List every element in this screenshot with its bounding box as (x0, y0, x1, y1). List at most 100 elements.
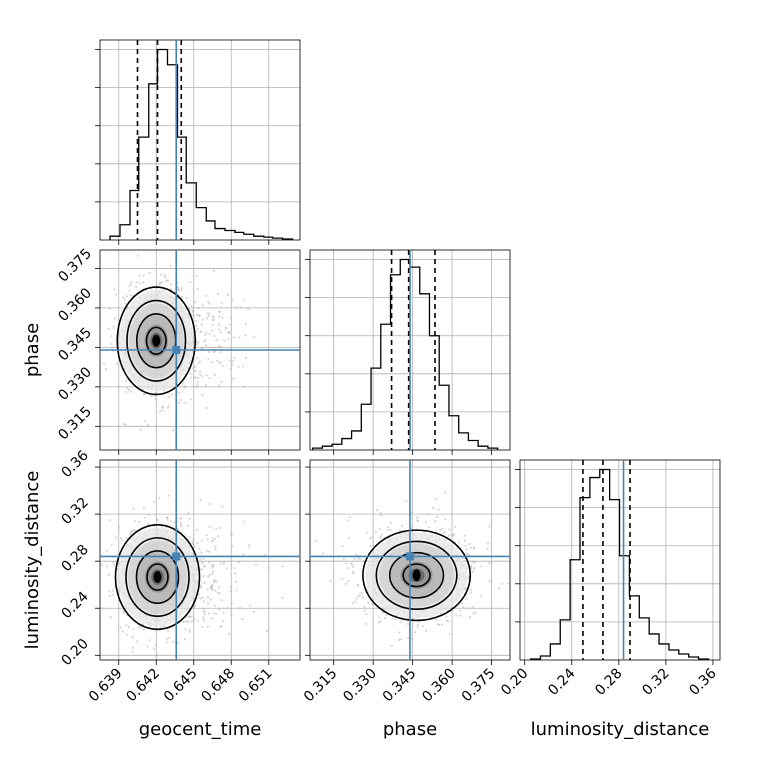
scatter-point (122, 612, 125, 615)
scatter-point (125, 537, 128, 540)
scatter-point (205, 317, 209, 320)
scatter-point (141, 388, 144, 391)
scatter-point (469, 566, 473, 569)
hist-panel-geocent_time (95, 39, 301, 245)
scatter-point (188, 628, 191, 631)
scatter-point (177, 289, 180, 292)
scatter-point (351, 565, 354, 568)
scatter-point (184, 385, 187, 388)
x-tick-label-geocent_time: 0.645 (161, 666, 201, 706)
y-tick-label-phase: 0.375 (55, 246, 95, 286)
scatter-point (162, 288, 165, 291)
scatter-point (138, 520, 141, 524)
scatter-point (196, 343, 199, 346)
truth-marker (406, 552, 414, 561)
scatter-point (355, 553, 358, 556)
contour-3 (125, 537, 190, 618)
contour-1 (146, 563, 169, 591)
scatter-point (204, 338, 207, 341)
scatter-point (281, 565, 284, 568)
scatter-point (205, 374, 208, 377)
scatter-point (165, 641, 169, 644)
scatter-point (472, 567, 476, 570)
scatter-panel-luminosity_distance-vs-phase (305, 459, 511, 665)
scatter-point (204, 384, 208, 387)
scatter-point (437, 623, 440, 626)
scatter-point (135, 285, 138, 288)
scatter-point (124, 302, 127, 305)
scatter-point (107, 574, 110, 577)
scatter-point (215, 580, 218, 583)
panel-content (100, 460, 300, 660)
scatter-point (387, 526, 390, 529)
scatter-point (183, 637, 186, 641)
scatter-point (470, 588, 473, 592)
scatter-point (399, 532, 402, 535)
scatter-point (129, 294, 132, 297)
scatter-point (443, 531, 446, 535)
scatter-point (445, 615, 448, 618)
scatter-point (459, 614, 462, 617)
scatter-point (199, 558, 202, 561)
scatter-point (206, 588, 209, 591)
scatter-point (188, 517, 191, 520)
scatter-point (210, 617, 213, 620)
scatter-point (441, 527, 444, 530)
scatter-point (206, 596, 210, 599)
scatter-point (219, 526, 222, 529)
scatter-point (221, 364, 224, 367)
scatter-point (239, 606, 242, 610)
x-tick-label-phase: 0.330 (340, 666, 380, 706)
scatter-point (454, 525, 457, 528)
scatter-point (219, 361, 222, 364)
scatter-point (195, 324, 198, 328)
scatter-point (369, 545, 372, 548)
scatter-point (143, 516, 146, 519)
scatter-point (351, 601, 354, 605)
scatter-point (131, 646, 134, 649)
scatter-point (178, 391, 181, 394)
scatter-point (202, 600, 205, 603)
scatter-point (426, 513, 429, 516)
scatter-point (463, 556, 466, 560)
x-tick-label-phase: 0.375 (459, 666, 499, 706)
scatter-point (218, 310, 221, 313)
scatter-point (202, 557, 205, 560)
scatter-point (234, 580, 237, 584)
scatter-point (108, 594, 111, 598)
scatter-point (448, 632, 451, 635)
contour-3 (126, 299, 187, 382)
scatter-point (225, 567, 228, 570)
scatter-point (450, 533, 453, 536)
scatter-point (132, 507, 135, 510)
scatter-point (172, 429, 175, 432)
scatter-point (208, 502, 212, 506)
scatter-point (244, 322, 247, 325)
scatter-point (217, 328, 221, 331)
scatter-point (127, 388, 131, 392)
scatter-point (143, 392, 146, 396)
scatter-point (130, 280, 133, 283)
scatter-point (437, 508, 440, 511)
scatter-point (267, 566, 270, 570)
scatter-point (195, 319, 198, 323)
scatter-point (196, 384, 199, 387)
scatter-point (342, 558, 345, 561)
scatter-point (113, 317, 116, 320)
scatter-point (131, 636, 134, 639)
scatter-point (345, 582, 348, 586)
y-tick-label-luminosity_distance: 0.28 (58, 542, 91, 575)
scatter-point (231, 299, 234, 302)
scatter-point (379, 511, 382, 514)
scatter-point (455, 614, 458, 617)
scatter-point (212, 564, 215, 568)
scatter-point (202, 575, 205, 578)
scatter-point (457, 541, 460, 544)
scatter-point (180, 525, 183, 528)
scatter-point (189, 620, 192, 623)
scatter-point (199, 597, 202, 600)
contour-2 (388, 551, 445, 599)
scatter-point (407, 636, 410, 640)
scatter-point (179, 288, 182, 291)
